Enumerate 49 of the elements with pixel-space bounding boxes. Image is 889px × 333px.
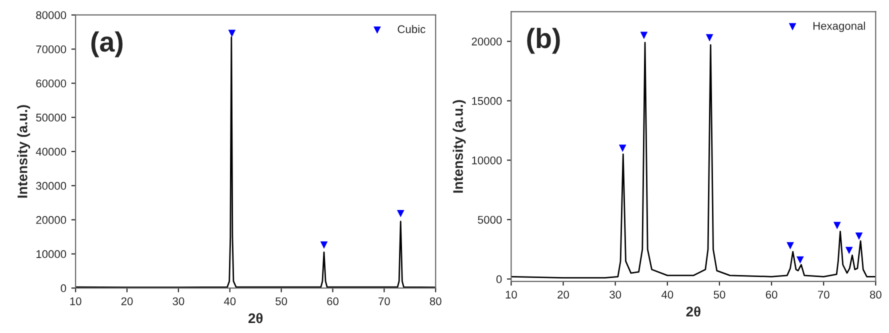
y-tick-label: 50000 — [36, 114, 66, 122]
point — [396, 210, 404, 218]
y-tick-label: 70000 — [36, 45, 66, 54]
y-tick-label: 20000 — [472, 38, 502, 46]
point — [640, 32, 648, 40]
legend-label: Hexagonal — [813, 22, 865, 32]
y-tick-label: 5000 — [478, 216, 502, 224]
x-tick-label: 40 — [661, 290, 674, 299]
y-tick-label: 30000 — [36, 182, 66, 190]
legend-label: Cubic — [398, 24, 426, 34]
x-tick-label: 80 — [430, 297, 442, 306]
y-axis-title: Intensity (a.u.) — [452, 100, 466, 193]
y-tick-label: 0 — [60, 284, 66, 292]
point — [855, 232, 863, 240]
x-tick-label: 10 — [70, 297, 82, 306]
x-axis-title: 2θ — [686, 306, 700, 317]
x-tick-label: 50 — [276, 297, 288, 306]
point — [845, 246, 853, 254]
y-tick-label: 10000 — [472, 156, 502, 164]
x-tick-label: 60 — [327, 297, 338, 306]
x-tick-label: 70 — [818, 290, 830, 299]
x-tick-label: 70 — [378, 297, 390, 306]
x-tick-label: 60 — [766, 290, 778, 299]
point — [706, 34, 714, 42]
x-tick-label: 40 — [224, 297, 236, 306]
y-axis-title: Intensity (a.u.) — [17, 105, 30, 198]
point — [618, 144, 626, 152]
x-tick-label: 20 — [121, 297, 133, 306]
point — [786, 242, 794, 250]
x-axis-title: 2θ — [248, 312, 263, 324]
point — [833, 222, 841, 230]
point — [228, 30, 236, 38]
y-tick-label: 80000 — [36, 11, 66, 20]
y-tick-label: 0 — [496, 275, 502, 284]
x-tick-label: 80 — [870, 290, 882, 299]
y-tick-label: 20000 — [36, 216, 66, 224]
annotation: (a) — [91, 31, 123, 58]
y-tick-label: 15000 — [472, 97, 502, 105]
x-tick-label: 30 — [610, 290, 622, 299]
y-tick-label: 60000 — [36, 80, 66, 88]
x-tick-label: 10 — [506, 290, 517, 299]
point — [320, 241, 328, 249]
x-tick-label: 20 — [558, 290, 569, 299]
x-tick-label: 30 — [172, 297, 184, 306]
y-tick-label: 10000 — [36, 250, 66, 258]
annotation: (b) — [527, 28, 560, 54]
y-tick-label: 40000 — [36, 148, 66, 156]
point — [796, 256, 804, 264]
x-tick-label: 50 — [714, 290, 726, 299]
